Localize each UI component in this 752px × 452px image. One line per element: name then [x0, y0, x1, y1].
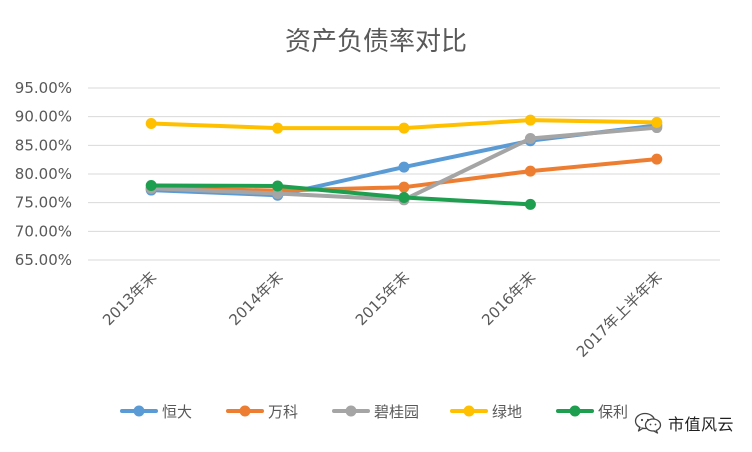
data-point	[524, 114, 536, 126]
chart-title: 资产负债率对比	[285, 27, 467, 57]
data-point	[398, 192, 410, 204]
legend-item: 绿地	[450, 403, 522, 421]
x-tick-label: 2014年末	[225, 268, 286, 329]
legend-item: 保利	[556, 403, 628, 421]
watermark-text: 市值风云	[667, 415, 734, 434]
data-point	[272, 122, 284, 134]
y-tick-label: 90.00%	[15, 108, 72, 126]
data-point	[524, 165, 536, 177]
watermark: 市值风云	[631, 408, 738, 438]
y-tick-label: 75.00%	[15, 194, 72, 212]
data-point	[524, 198, 536, 210]
wechat-logo-icon	[634, 412, 662, 434]
legend-label: 碧桂园	[374, 403, 419, 421]
data-point	[145, 118, 157, 130]
legend-label: 恒大	[162, 403, 192, 421]
legend-item: 碧桂园	[332, 403, 419, 421]
y-tick-label: 65.00%	[15, 251, 72, 269]
legend-swatch-marker	[569, 405, 581, 417]
series-4	[145, 179, 536, 210]
y-tick-label: 95.00%	[15, 79, 72, 97]
y-tick-label: 70.00%	[15, 222, 72, 240]
y-tick-label: 80.00%	[15, 165, 72, 183]
data-point	[145, 179, 157, 191]
legend-label: 保利	[598, 403, 628, 421]
legend-label: 绿地	[492, 403, 522, 421]
legend-swatch-marker	[345, 405, 357, 417]
legend-swatch-marker	[463, 405, 475, 417]
data-point	[398, 181, 410, 193]
series-line	[149, 183, 533, 207]
legend: 恒大 万科 碧桂园 绿地 保利	[120, 403, 628, 421]
legend-item: 万科	[226, 403, 298, 421]
data-point	[651, 153, 663, 165]
legend-item: 恒大	[120, 403, 192, 421]
legend-swatch-marker	[239, 405, 251, 417]
x-tick-label: 2015年末	[352, 268, 413, 329]
data-point	[651, 116, 663, 128]
x-tick-label: 2013年末	[99, 268, 160, 329]
x-tick-label: 2017年上半年末	[573, 268, 666, 361]
y-tick-label: 85.00%	[15, 136, 72, 154]
series-group	[145, 114, 663, 210]
series-3	[145, 114, 663, 134]
data-point	[398, 161, 410, 173]
data-point	[524, 132, 536, 144]
data-point	[398, 122, 410, 134]
grid-lines	[88, 87, 720, 261]
legend-label: 万科	[268, 403, 298, 421]
x-axis-ticks: 2013年末 2014年末 2015年末 2016年末 2017年上半年末	[99, 268, 666, 361]
legend-swatch-marker	[133, 405, 145, 417]
y-axis-ticks: 65.00% 70.00% 75.00% 80.00% 85.00% 90.00% 95.0…	[15, 79, 72, 269]
x-tick-label: 2016年末	[478, 268, 539, 329]
data-point	[272, 180, 284, 192]
